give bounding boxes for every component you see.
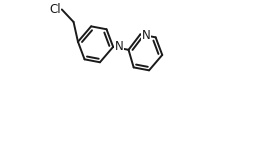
Text: N: N	[115, 40, 124, 53]
Text: Cl: Cl	[49, 3, 61, 16]
Text: N: N	[141, 29, 150, 42]
